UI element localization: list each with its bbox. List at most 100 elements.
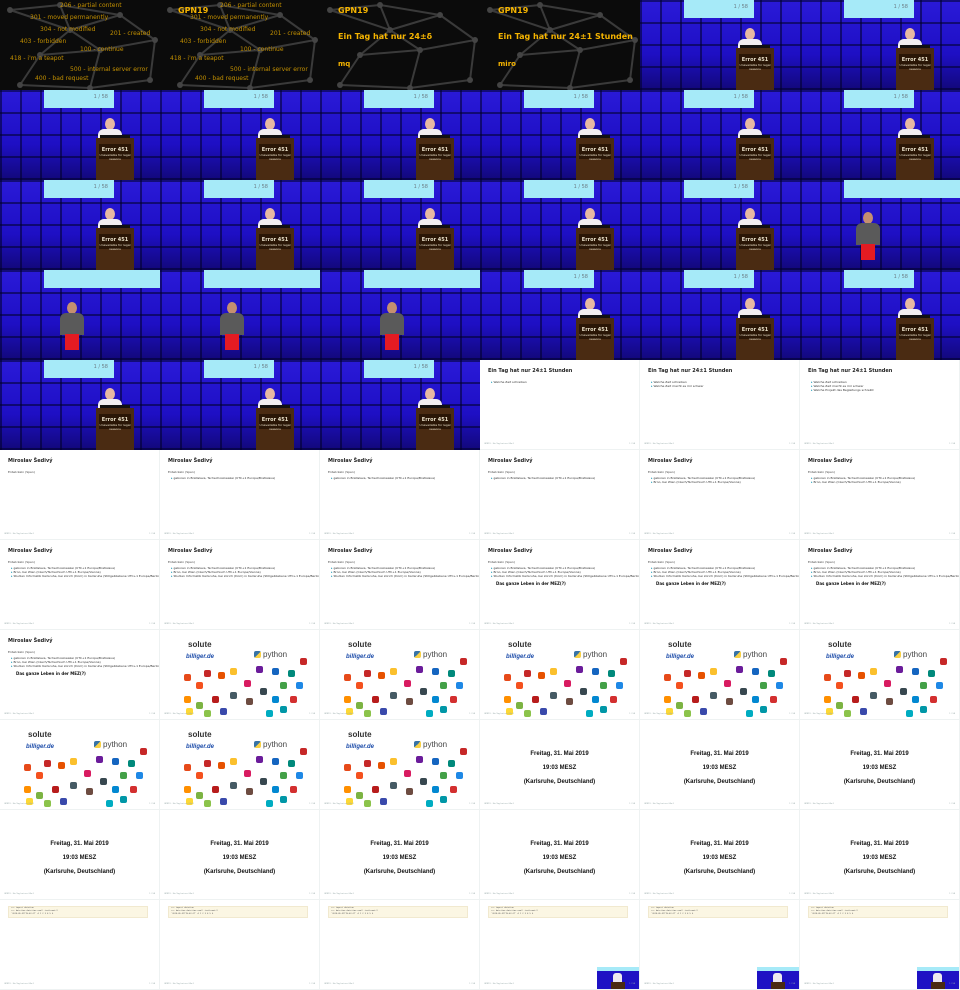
slide-statement: Das ganze Leben in der MEZ(?) [16,671,86,676]
frame-thumbnail[interactable]: 1 / 58 Error 451 Unavailable for legal rea… [640,0,800,90]
frame-thumbnail[interactable]: Miroslav Šedivý Entwickeln (Spen) geboren … [0,630,160,720]
frame-thumbnail[interactable]: Freitag, 31. Mai 2019 19:03 MESZ (Karlsruh… [160,810,320,900]
frame-thumbnail[interactable]: Miroslav Šedivý Entwickeln (Spen) geboren … [0,540,160,630]
frame-thumbnail[interactable]: Miroslav Šedivý Entwickeln (Spen) geboren … [640,450,800,540]
frame-thumbnail[interactable]: Miroslav Šedivý Entwickeln (Spen) geboren … [320,540,480,630]
frame-thumbnail[interactable]: GPN19 Ein Tag hat nur 24±1 Stunden miro [480,0,640,90]
frame-thumbnail[interactable]: 1 / 58 Error 451 Unavailable for legal rea… [320,360,480,450]
frame-thumbnail[interactable]: solute billiger.de python GPN19 · Ein Tag h… [480,630,640,720]
frame-thumbnail[interactable]: Freitag, 31. Mai 2019 19:03 MESZ (Karlsruh… [640,720,800,810]
speaker-body [380,313,404,335]
technology-icon [204,670,211,677]
frame-thumbnail[interactable]: 1 / 58 Error 451 Unavailable for legal rea… [480,270,640,360]
frame-thumbnail[interactable]: 1 / 58 Error 451 Unavailable for legal rea… [480,90,640,180]
frame-thumbnail[interactable]: solute billiger.de python GPN19 · Ein Tag h… [160,630,320,720]
slide-footer: GPN19 · Ein Tag hat nur 24±1 1 / 58 [484,623,635,626]
frame-thumbnail[interactable]: Freitag, 31. Mai 2019 19:03 MESZ (Karlsruh… [640,810,800,900]
solute-text: solute [28,730,52,739]
frame-thumbnail[interactable]: 1 / 58 Error 451 Unavailable for legal rea… [160,360,320,450]
slide-footer: GPN19 · Ein Tag hat nur 24±1 1 / 58 [644,803,795,806]
bullet-list: geboren in Bratislava, Tschechoslowakei … [651,476,755,484]
frame-thumbnail[interactable]: Miroslav Šedivý Entwickeln (Spen) geboren … [160,450,320,540]
technology-icon [936,682,943,689]
technology-icon [550,668,557,675]
frame-thumbnail[interactable]: 1 / 58 Error 451 Unavailable for legal rea… [640,270,800,360]
frame-thumbnail[interactable]: Miroslav Šedivý Entwickeln (Spen) geboren … [160,540,320,630]
speaker-head [863,212,873,224]
podium-sign: Error 451 Unavailable for legal reasons [739,54,771,71]
frame-thumbnail[interactable]: Ein Tag hat nur 24±1 Stunden Welche Zeit … [800,360,960,450]
frame-thumbnail[interactable]: solute billiger.de python GPN19 · Ein Tag h… [640,630,800,720]
frame-thumbnail[interactable]: Miroslav Šedivý Entwickeln (Spen) geboren … [800,540,960,630]
technology-icon [752,668,759,675]
frame-thumbnail[interactable]: >>> import datetime >>> datetime.datetime… [480,900,640,990]
frame-thumbnail[interactable]: 1 / 58 Error 451 Unavailable for legal rea… [0,90,160,180]
frame-thumbnail[interactable]: solute billiger.de python GPN19 · Ein Tag h… [320,720,480,810]
technology-icon [220,708,227,715]
frame-thumbnail[interactable]: Miroslav Šedivý Entwickeln (Spen) geboren … [480,450,640,540]
frame-thumbnail[interactable]: solute billiger.de python GPN19 · Ein Tag h… [0,720,160,810]
technology-icon [684,670,691,677]
frame-thumbnail[interactable]: >>> import datetime >>> datetime.datetime… [0,900,160,990]
technology-icon [576,666,583,673]
frame-thumbnail[interactable]: Ein Tag hat nur 24±1 Stunden Welche Zeit … [480,360,640,450]
frame-thumbnail[interactable] [800,180,960,270]
podium-sign: Error 451 Unavailable for legal reasons [739,144,771,161]
frame-thumbnail[interactable]: 1 / 58 Error 451 Unavailable for legal rea… [160,90,320,180]
podium-title: Error 451 [741,57,769,63]
frame-thumbnail[interactable]: Miroslav Šedivý Entwickeln (Spen) geboren … [480,540,640,630]
technology-icon [112,758,119,765]
technology-icon [504,674,511,681]
frame-thumbnail[interactable]: Freitag, 31. Mai 2019 19:03 MESZ (Karlsruh… [0,810,160,900]
podium-subtitle: Unavailable for legal reasons [259,153,291,161]
frame-thumbnail[interactable]: >>> import datetime >>> datetime.datetime… [800,900,960,990]
frame-thumbnail[interactable]: Freitag, 31. Mai 2019 19:03 MESZ (Karlsruh… [480,720,640,810]
frame-thumbnail[interactable]: Freitag, 31. Mai 2019 19:03 MESZ (Karlsruh… [480,810,640,900]
frame-thumbnail[interactable]: 1 / 58 Error 451 Unavailable for legal rea… [800,90,960,180]
frame-thumbnail[interactable]: Miroslav Šedivý Entwickeln (Spen) GPN19 · … [0,450,160,540]
page-counter: 1 / 58 [93,364,108,370]
technology-icon [280,796,287,803]
slide-heading: Miroslav Šedivý [168,548,213,554]
frame-thumbnail[interactable]: solute billiger.de python GPN19 · Ein Tag h… [800,630,960,720]
frame-thumbnail[interactable]: Freitag, 31. Mai 2019 19:03 MESZ (Karlsruh… [800,810,960,900]
frame-thumbnail[interactable]: 1 / 58 Error 451 Unavailable for legal rea… [800,0,960,90]
frame-thumbnail[interactable]: 1 / 58 Error 451 Unavailable for legal rea… [640,180,800,270]
frame-thumbnail[interactable]: >>> import datetime >>> datetime.datetime… [640,900,800,990]
podium-title: Error 451 [901,57,929,63]
frame-thumbnail[interactable]: 1 / 58 Error 451 Unavailable for legal rea… [800,270,960,360]
frame-thumbnail[interactable]: >>> import datetime >>> datetime.datetime… [160,900,320,990]
frame-thumbnail[interactable]: solute billiger.de python GPN19 · Ein Tag h… [160,720,320,810]
frame-thumbnail[interactable]: 1 / 58 Error 451 Unavailable for legal rea… [0,180,160,270]
frame-thumbnail[interactable]: Miroslav Šedivý Entwickeln (Spen) geboren … [800,450,960,540]
frame-thumbnail[interactable] [0,270,160,360]
podium-sign: Error 451 Unavailable for legal reasons [899,324,931,341]
python-text: python [103,740,128,749]
speaker-head [265,208,275,220]
frame-thumbnail[interactable]: 1 / 58 Error 451 Unavailable for legal rea… [480,180,640,270]
frame-thumbnail[interactable]: Miroslav Šedivý Entwickeln (Spen) geboren … [320,450,480,540]
frame-thumbnail[interactable]: 1 / 58 Error 451 Unavailable for legal rea… [320,180,480,270]
frame-thumbnail[interactable]: Ein Tag hat nur 24±1 Stunden Welche Zeit … [640,360,800,450]
frame-thumbnail[interactable] [160,270,320,360]
frame-thumbnail[interactable]: Freitag, 31. Mai 2019 19:03 MESZ (Karlsruh… [800,720,960,810]
technology-icon [664,674,671,681]
bullet-item: geboren in Bratislava, Tschechoslowakei … [171,566,319,570]
page-counter: 1 / 58 [733,184,748,190]
frame-thumbnail[interactable]: GPN19 Ein Tag hat nur 24±δ mq [320,0,480,90]
frame-thumbnail[interactable]: 1 / 58 Error 451 Unavailable for legal rea… [320,90,480,180]
frame-thumbnail[interactable]: 206 - partial content 301 - moved permane… [0,0,160,90]
frame-thumbnail[interactable]: solute billiger.de python GPN19 · Ein Tag h… [320,630,480,720]
technology-icon [440,682,447,689]
frame-thumbnail[interactable]: 1 / 58 Error 451 Unavailable for legal rea… [0,360,160,450]
frame-thumbnail[interactable] [320,270,480,360]
frame-thumbnail[interactable]: 1 / 58 Error 451 Unavailable for legal rea… [640,90,800,180]
footer-right: 1 / 58 [149,533,155,535]
frame-thumbnail[interactable]: 1 / 58 Error 451 Unavailable for legal rea… [160,180,320,270]
technology-icon [106,800,113,807]
frame-thumbnail[interactable]: GPN19 206 - partial content 301 - moved pe… [160,0,320,90]
frame-thumbnail[interactable]: Freitag, 31. Mai 2019 19:03 MESZ (Karlsruh… [320,810,480,900]
technology-icon [230,668,237,675]
frame-thumbnail[interactable]: Miroslav Šedivý Entwickeln (Spen) geboren … [640,540,800,630]
frame-thumbnail[interactable]: >>> import datetime >>> datetime.datetime… [320,900,480,990]
